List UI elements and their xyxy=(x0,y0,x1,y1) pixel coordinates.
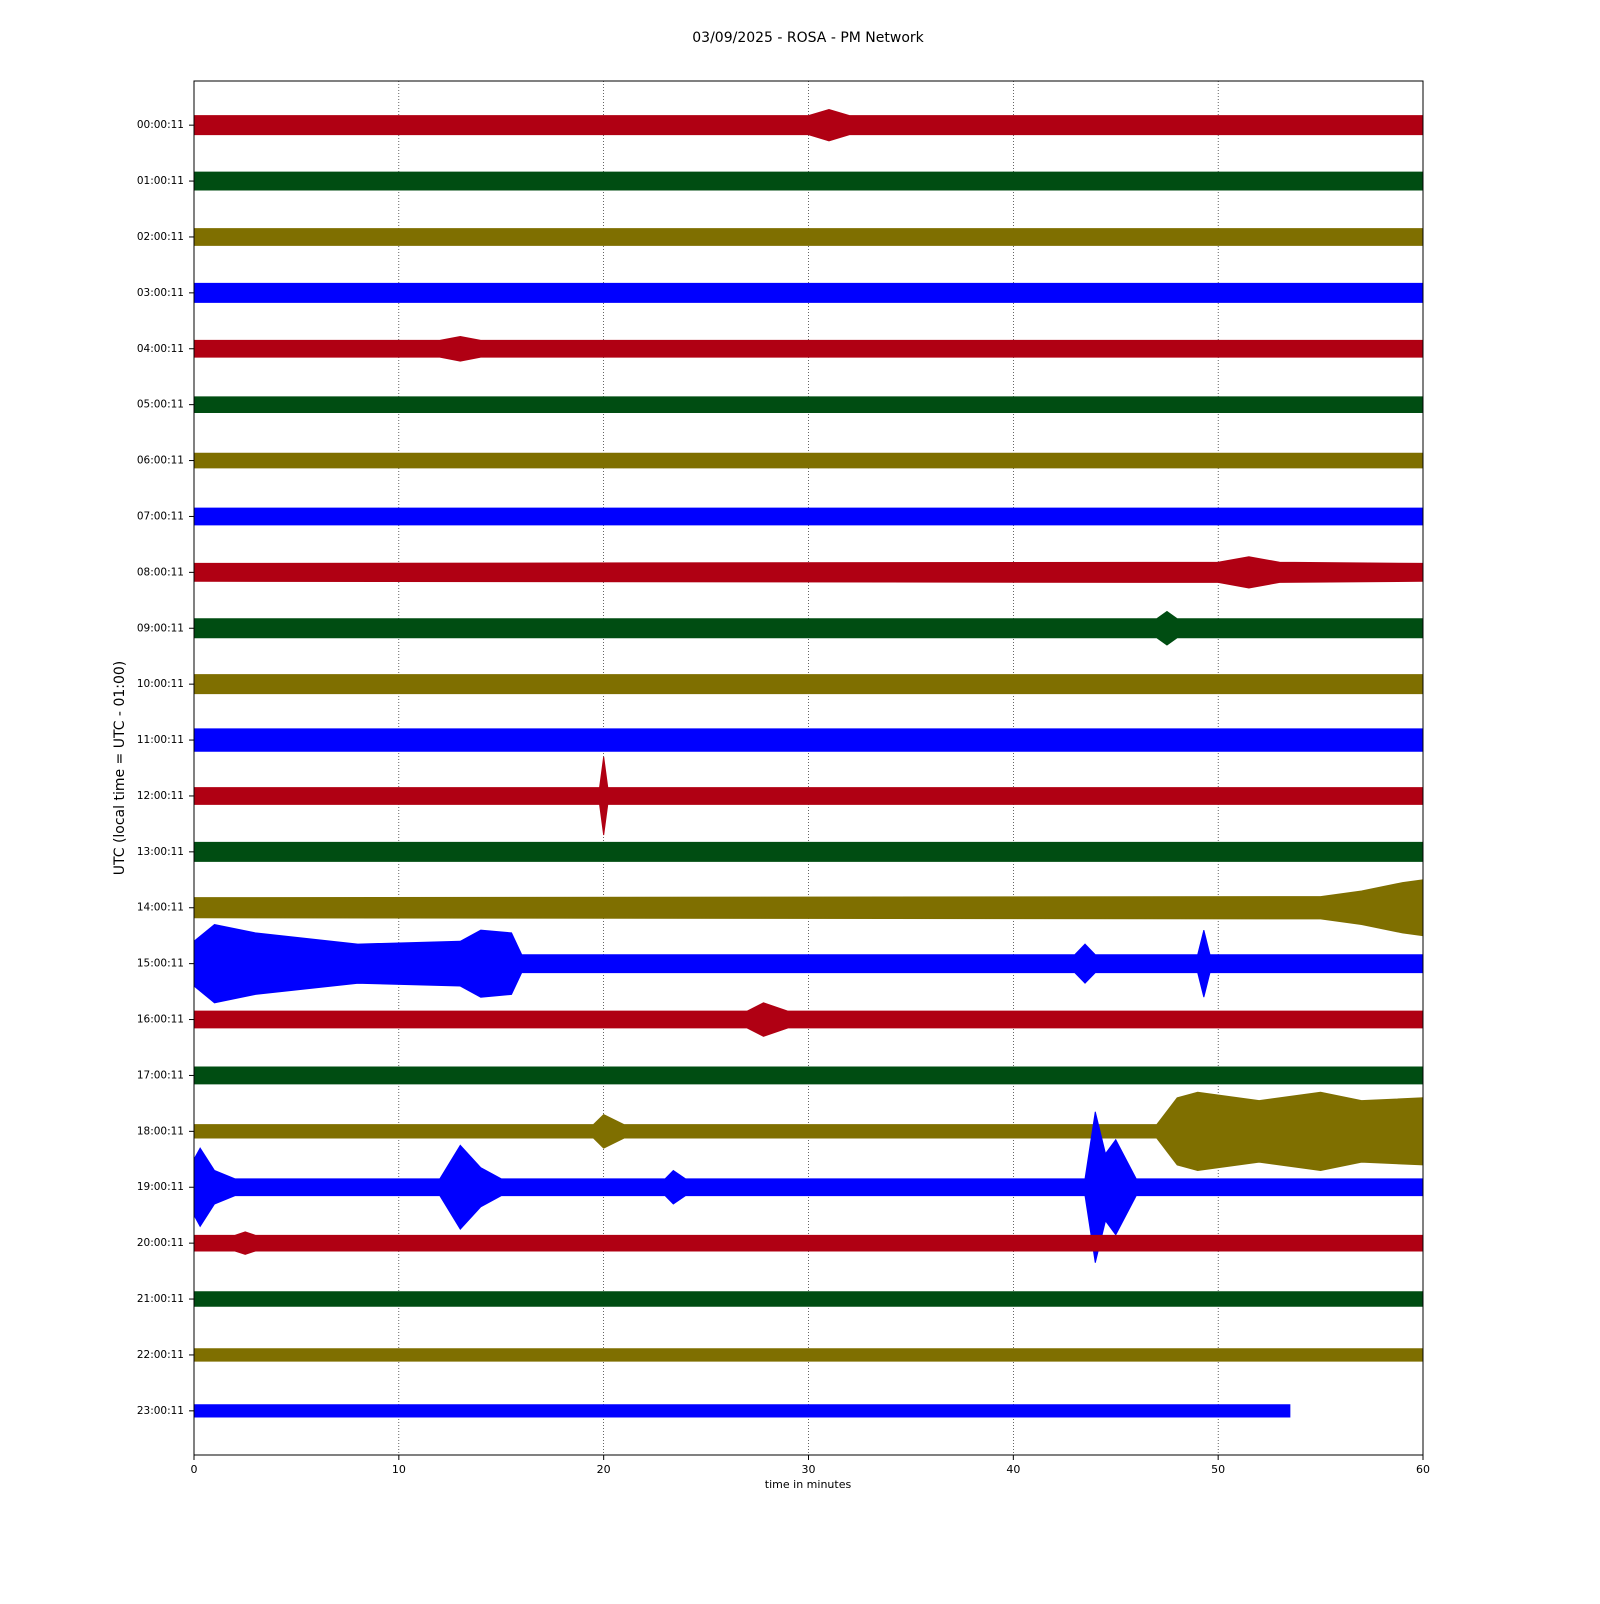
y-tick-label: 11:00:11 xyxy=(137,734,184,746)
y-tick-label: 17:00:11 xyxy=(137,1069,184,1081)
trace xyxy=(193,228,1424,246)
y-tick-label: 10:00:11 xyxy=(137,678,184,690)
trace xyxy=(193,335,1424,362)
trace xyxy=(193,507,1424,526)
y-tick-label: 04:00:11 xyxy=(137,343,184,355)
x-tick-label: 0 xyxy=(191,1463,198,1476)
y-tick-label: 16:00:11 xyxy=(137,1014,184,1026)
y-tick-label: 14:00:11 xyxy=(137,902,184,914)
x-tick-label: 40 xyxy=(1006,1463,1020,1476)
trace xyxy=(193,1291,1424,1307)
trace xyxy=(193,1231,1424,1255)
y-tick-label: 06:00:11 xyxy=(137,455,184,467)
y-tick-label: 15:00:11 xyxy=(137,958,184,970)
y-tick-label: 00:00:11 xyxy=(137,119,184,131)
y-tick-label: 02:00:11 xyxy=(137,231,184,243)
y-tick-label: 12:00:11 xyxy=(137,790,184,802)
x-tick-label: 50 xyxy=(1211,1463,1225,1476)
trace xyxy=(193,1002,1424,1037)
y-tick-label: 05:00:11 xyxy=(137,399,184,411)
chart-title: 03/09/2025 - ROSA - PM Network xyxy=(692,30,924,46)
y-tick-label: 01:00:11 xyxy=(137,175,184,187)
y-tick-label: 19:00:11 xyxy=(137,1181,184,1193)
y-tick-label: 08:00:11 xyxy=(137,566,184,578)
trace xyxy=(193,1404,1291,1418)
x-tick-label: 30 xyxy=(802,1463,816,1476)
x-tick-label: 60 xyxy=(1416,1463,1430,1476)
y-tick-label: 22:00:11 xyxy=(137,1349,184,1361)
trace xyxy=(193,282,1424,303)
trace xyxy=(193,396,1424,413)
x-tick-label: 10 xyxy=(392,1463,406,1476)
y-tick-label: 23:00:11 xyxy=(137,1405,184,1417)
x-axis-label: time in minutes xyxy=(765,1478,852,1491)
trace xyxy=(193,1066,1424,1085)
trace xyxy=(193,728,1424,752)
trace xyxy=(193,841,1424,862)
y-tick-label: 09:00:11 xyxy=(137,622,184,634)
trace xyxy=(193,674,1424,695)
trace xyxy=(193,452,1424,469)
y-tick-label: 07:00:11 xyxy=(137,510,184,522)
y-tick-label: 13:00:11 xyxy=(137,846,184,858)
y-axis-label: UTC (local time = UTC - 01:00) xyxy=(112,661,128,876)
y-tick-label: 20:00:11 xyxy=(137,1237,184,1249)
y-tick-label: 03:00:11 xyxy=(137,287,184,299)
trace xyxy=(193,171,1424,191)
y-tick-label: 21:00:11 xyxy=(137,1293,184,1305)
x-tick-label: 20 xyxy=(597,1463,611,1476)
trace xyxy=(193,1348,1424,1362)
plot-frame xyxy=(193,80,1424,1456)
y-tick-label: 18:00:11 xyxy=(137,1125,184,1137)
